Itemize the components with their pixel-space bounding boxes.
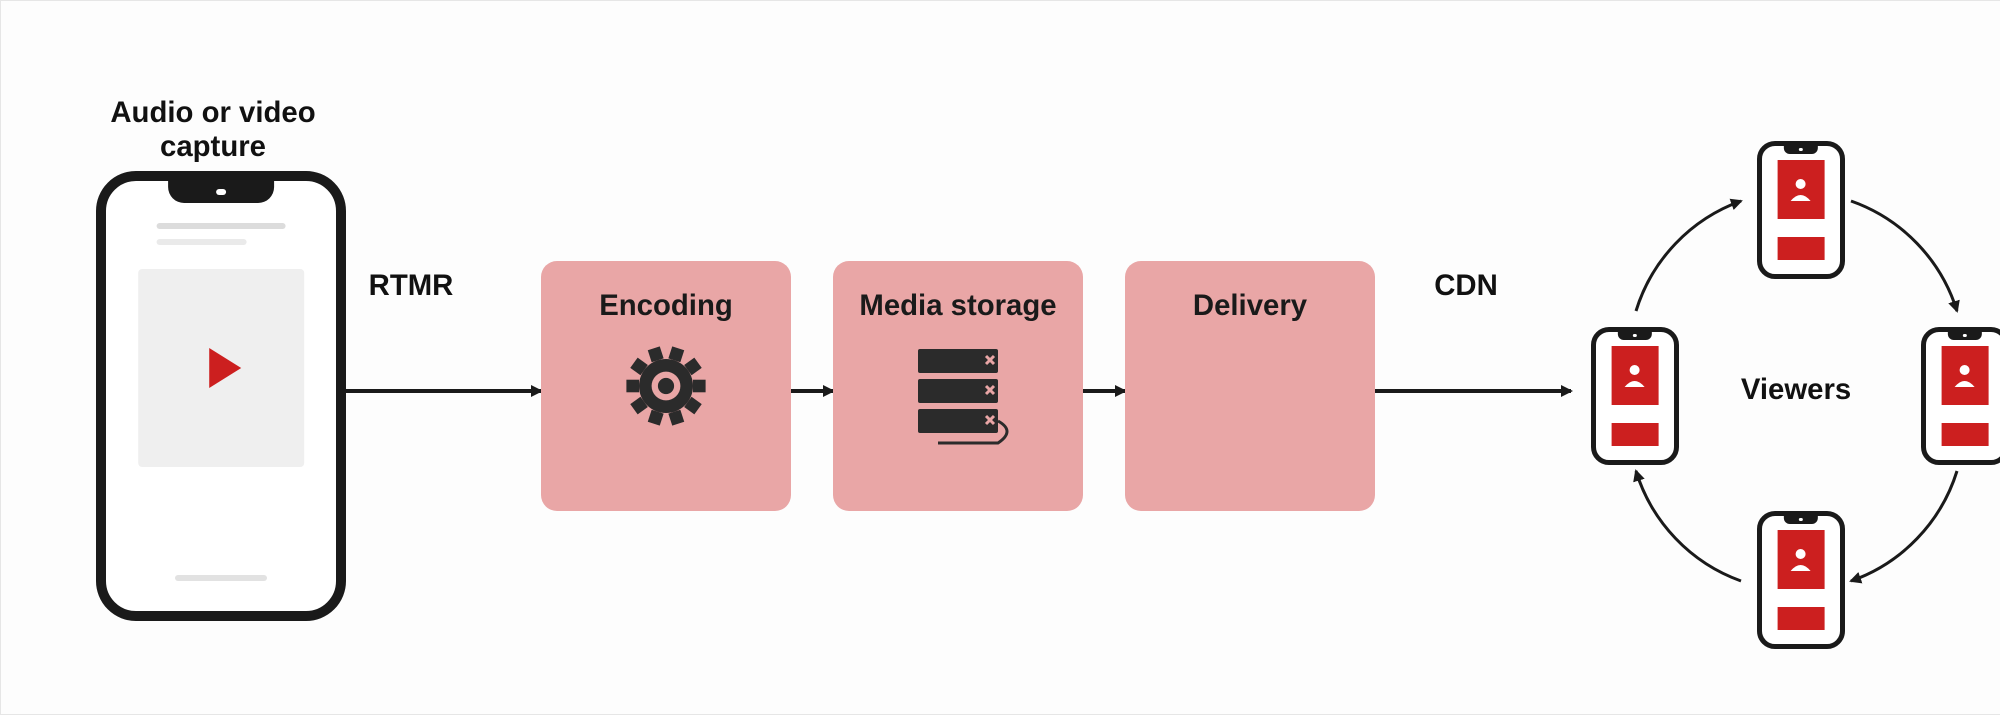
viewer-phone-right [1921,327,2000,465]
cycle-arc-left-top [1636,201,1741,311]
viewers-label: Viewers [1711,373,1881,407]
box-title: Encoding [541,261,791,323]
diagram-canvas: Audio or video capture EncodingMedia sto… [0,0,2000,715]
phone-notch [1784,146,1818,154]
viewer-phone-top [1757,141,1845,279]
avatar-icon [1778,160,1825,219]
viewer-phone-bottom [1757,511,1845,649]
avatar-caption [1778,607,1825,630]
box-delivery: Delivery [1125,261,1375,511]
avatar-caption [1612,423,1659,446]
edge-label-rtmr: RTMR [361,269,461,303]
box-storage: Media storage [833,261,1083,511]
gear-icon [541,341,791,431]
phone-notch [1948,332,1982,340]
box-title: Media storage [833,261,1083,323]
box-encoding: Encoding [541,261,791,511]
avatar-icon [1778,530,1825,589]
avatar-caption [1778,237,1825,260]
avatar-icon [1612,346,1659,405]
viewer-phone-left [1591,327,1679,465]
box-title: Delivery [1125,261,1375,323]
phone-notch [1784,516,1818,524]
servers-icon [833,341,1083,451]
cycle-arc-top-right [1851,201,1957,311]
avatar-caption [1942,423,1989,446]
cycle-arc-right-bottom [1851,471,1957,581]
edge-label-cdn: CDN [1421,269,1511,303]
cycle-arc-bottom-left [1636,471,1741,581]
avatar-icon [1942,346,1989,405]
phone-notch [1618,332,1652,340]
